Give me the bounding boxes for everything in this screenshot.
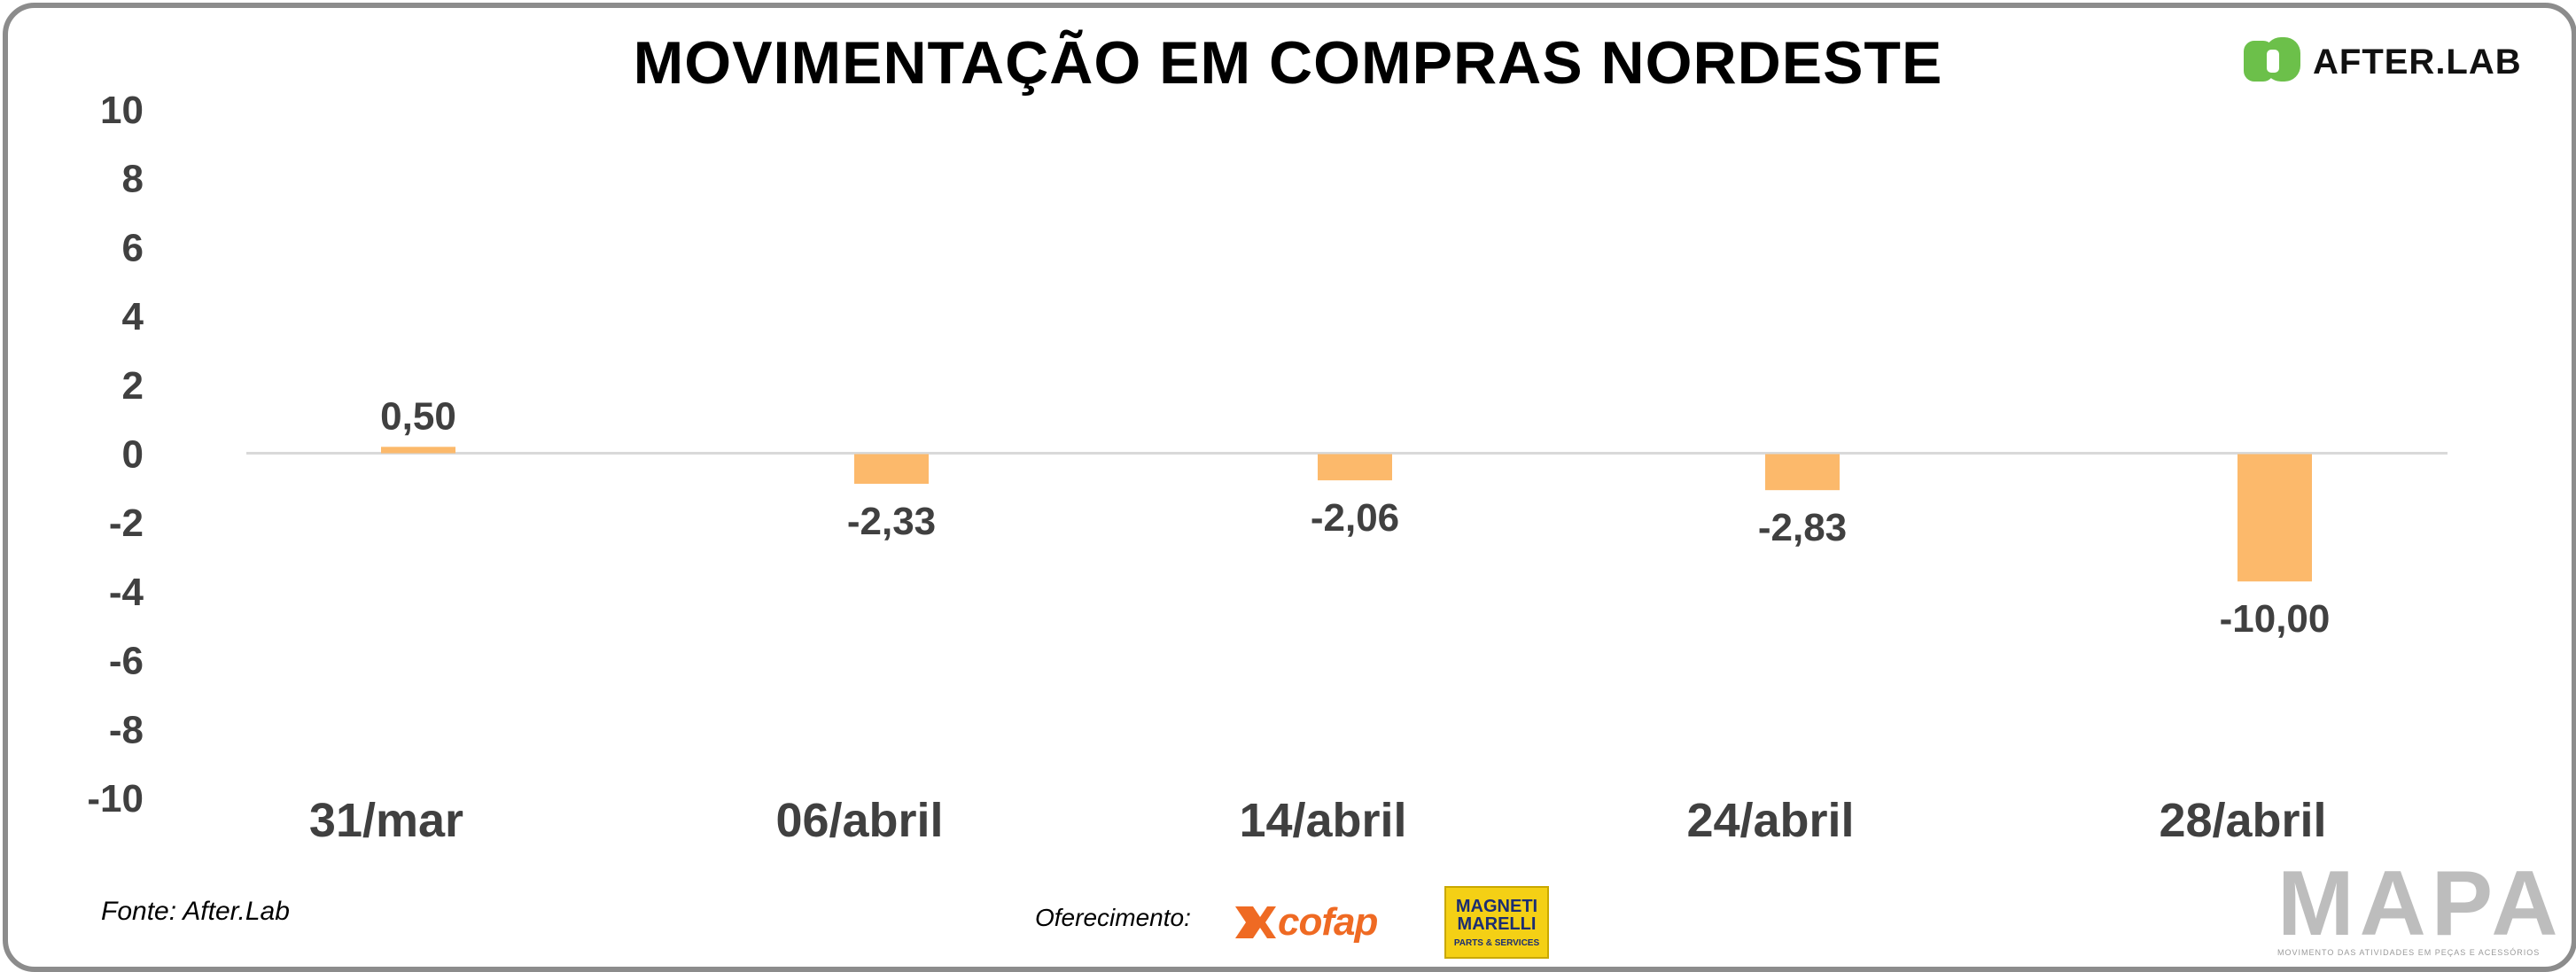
x-tick-label: 14/abril (1239, 794, 1406, 847)
bar-14/abril (1318, 454, 1392, 481)
chart-title: MOVIMENTAÇÃO EM COMPRAS NORDESTE (633, 29, 1943, 97)
y-tick-label: -10 (87, 777, 144, 820)
magneti-marelli-line2: MARELLI (1457, 914, 1537, 934)
data-label: -2,33 (847, 500, 936, 543)
data-label: -10,00 (2220, 597, 2331, 641)
mapa-logo-text: MAPA (2277, 852, 2564, 955)
y-tick-label: -8 (109, 708, 144, 751)
source-note: Fonte: After.Lab (101, 897, 290, 926)
mapa-logo: MAPA MOVIMENTO DAS ATIVIDADES EM PEÇAS E… (2277, 852, 2564, 957)
y-tick-label: -2 (109, 502, 144, 545)
y-tick-label: 2 (122, 364, 144, 408)
x-tick-label: 31/mar (309, 794, 463, 847)
cofap-logo-icon (1235, 906, 1276, 938)
afterlab-logo-icon (2244, 37, 2302, 87)
data-label: -2,83 (1758, 506, 1847, 549)
bar-24/abril (1765, 454, 1840, 491)
mapa-tagline: MOVIMENTO DAS ATIVIDADES EM PEÇAS E ACES… (2277, 948, 2541, 957)
y-tick-label: 0 (122, 433, 144, 477)
data-labels: 0,50 -2,33 -2,06 -2,83 -10,00 (380, 394, 2330, 641)
y-tick-label: -4 (109, 571, 144, 614)
x-tick-label: 28/abril (2159, 794, 2326, 847)
y-tick-label: 6 (122, 226, 144, 269)
magneti-marelli-sub: PARTS & SERVICES (1453, 937, 1540, 948)
y-tick-label: 8 (122, 158, 144, 201)
y-axis: 10 8 6 4 2 0 -2 -4 -6 -8 -10 (87, 89, 144, 820)
x-axis: 31/mar 06/abril 14/abril 24/abril 28/abril (309, 794, 2327, 847)
sponsor-label: Oferecimento: (1035, 904, 1191, 931)
chart-frame (3, 3, 2576, 972)
cofap-logo: cofap (1234, 900, 1378, 945)
afterlab-logo: AFTER.LAB (2244, 35, 2522, 89)
bar-31/mar (381, 447, 455, 454)
data-label: 0,50 (380, 394, 456, 438)
data-label: -2,06 (1311, 496, 1399, 540)
y-tick-label: 4 (122, 295, 144, 338)
x-tick-label: 06/abril (775, 794, 943, 847)
cofap-logo-text: cofap (1278, 900, 1378, 944)
bars-group (381, 447, 2312, 582)
bar-28/abril (2237, 454, 2312, 582)
magneti-marelli-logo: MAGNETI MARELLI PARTS & SERVICES (1444, 886, 1549, 959)
y-tick-label: -6 (109, 640, 144, 683)
x-tick-label: 24/abril (1686, 794, 1854, 847)
y-tick-label: 10 (100, 89, 144, 132)
afterlab-logo-text: AFTER.LAB (2313, 42, 2522, 82)
magneti-marelli-line1: MAGNETI (1455, 896, 1538, 916)
bar-06/abril (854, 454, 929, 484)
